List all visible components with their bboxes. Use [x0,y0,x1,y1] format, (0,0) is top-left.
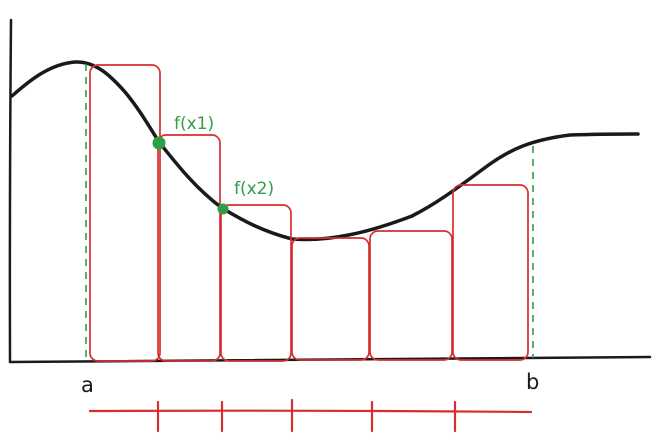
rectangle-4 [291,237,370,361]
partition-baseline [88,409,533,414]
point-label-1: f(x1) [174,114,214,134]
partition-line [88,398,533,433]
riemann-rectangles [89,64,529,362]
point-label-2: f(x2) [234,179,274,199]
sample-point-1 [152,136,166,150]
rectangle-6 [452,184,529,361]
bound-label-a: a [81,373,94,397]
y-axis [8,18,13,364]
rectangle-5 [369,230,453,361]
bound-label-b: b [526,370,539,394]
rectangle-1 [89,64,161,362]
rectangle-3 [220,204,292,362]
rectangle-2 [157,134,221,362]
function-curve [10,60,640,242]
sample-point-2 [217,203,229,215]
